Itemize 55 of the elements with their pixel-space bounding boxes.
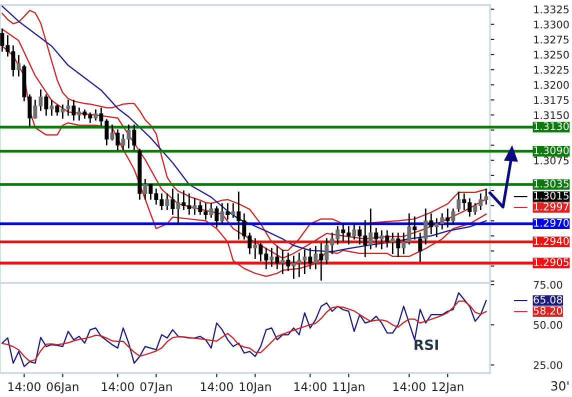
- y-tick-label: 1.3225: [534, 66, 569, 74]
- text: 1.2997: [534, 202, 569, 210]
- candlestick: [72, 100, 76, 121]
- x-tick-label: 14:00: [200, 382, 233, 392]
- text: 65.08: [534, 296, 562, 304]
- x-tick-label: 12Jan: [432, 382, 464, 394]
- candlestick: [446, 208, 450, 228]
- y-tick-label: 50.00: [534, 321, 562, 329]
- candlestick: [385, 230, 390, 248]
- y-tick-label: 1.3200: [534, 81, 569, 89]
- ref-line-label: 1.3035: [534, 180, 569, 188]
- line-series: [2, 292, 487, 368]
- y-tick-label: 1.3275: [534, 36, 569, 44]
- candlestick: [412, 216, 417, 240]
- x-tick-label: 14:00: [102, 382, 134, 392]
- x-tick-label: 06Jan: [46, 382, 78, 394]
- candlestick: [132, 124, 136, 150]
- ref-line-label: 1.3090: [534, 146, 569, 154]
- candlestick: [275, 246, 280, 270]
- ref-line-label: 1.2905: [534, 258, 569, 266]
- y-tick-label: 1.3325: [534, 5, 569, 14]
- x-tick-label: 10Jan: [240, 382, 271, 394]
- candlestick: [116, 129, 120, 150]
- x-tick-label: 14:00: [294, 382, 326, 392]
- candlestick: [214, 206, 219, 228]
- x-tick-label: 14:00: [8, 382, 40, 392]
- y-tick-label: 1.3300: [534, 20, 569, 28]
- y-tick-label: 25.00: [534, 361, 562, 370]
- annotation: RSI: [414, 340, 438, 350]
- x-tick-label: 07Jan: [140, 382, 172, 394]
- candlestick: [319, 243, 324, 281]
- candlestick: [55, 104, 60, 116]
- y-tick-label: 75.00: [534, 280, 562, 289]
- candlestick: [286, 252, 290, 272]
- candlestick: [226, 203, 230, 220]
- y-tick-label: 1.3150: [534, 111, 569, 120]
- y-tick-label: 1.3175: [534, 96, 569, 104]
- candlestick: [170, 188, 175, 215]
- line-series: [2, 300, 487, 362]
- text: 1.3015: [534, 192, 569, 200]
- ref-line-label: 1.2970: [534, 218, 569, 227]
- candlestick: [418, 232, 422, 262]
- y-tick-label: 1.3250: [534, 50, 569, 59]
- candlestick: [374, 228, 378, 248]
- candlestick: [429, 213, 434, 234]
- ref-line-label: 1.2940: [534, 237, 569, 245]
- ref-line-label: 1.3130: [534, 122, 569, 130]
- candlestick: [396, 232, 400, 258]
- candlestick: [308, 248, 312, 270]
- x-tick-label: 11Jan: [333, 382, 364, 394]
- text: 30': [551, 381, 568, 391]
- text: 58.20: [534, 306, 562, 315]
- y-tick-label: 1.3075: [534, 156, 569, 164]
- x-tick-label: 14:00: [393, 382, 426, 392]
- candlestick: [44, 94, 48, 116]
